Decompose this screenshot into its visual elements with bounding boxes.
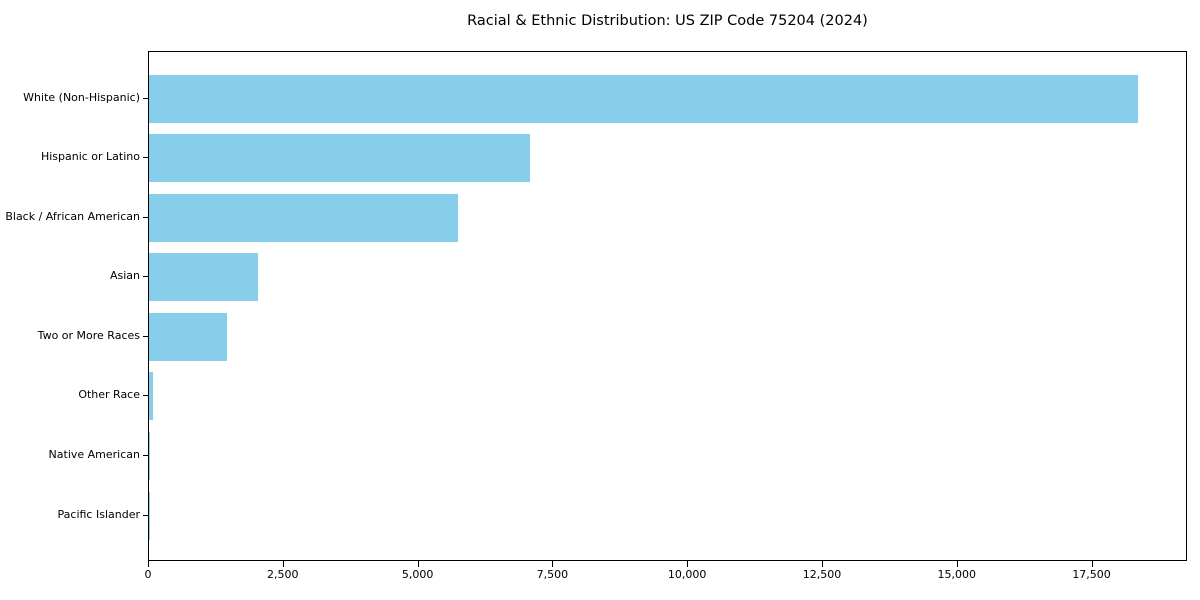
x-tick-mark-7 <box>1091 561 1093 567</box>
y-tick-label-1: Hispanic or Latino <box>40 150 140 164</box>
y-tick-label-3: Asian <box>109 269 140 283</box>
y-tick-mark-3 <box>143 276 148 278</box>
x-tick-label-7: 17,500 <box>1072 568 1111 581</box>
x-tick-mark-4 <box>687 561 689 567</box>
x-tick-mark-0 <box>148 561 149 567</box>
y-tick-mark-4 <box>143 335 148 337</box>
y-tick-label-2: Black / African American <box>5 209 140 223</box>
x-tick-label-6: 15,000 <box>937 568 977 581</box>
plot-area <box>148 51 1187 561</box>
chart-title: Racial & Ethnic Distribution: US ZIP Cod… <box>467 13 868 29</box>
bar-0 <box>149 74 1139 123</box>
x-tick-mark-5 <box>821 561 823 567</box>
x-tick-mark-2 <box>417 561 419 567</box>
y-tick-label-0: White (Non-Hispanic) <box>23 90 140 104</box>
x-tick-mark-3 <box>552 561 554 567</box>
bar-1 <box>149 134 531 183</box>
y-tick-label-5: Other Race <box>78 388 140 402</box>
y-tick-mark-5 <box>143 395 148 397</box>
x-tick-label-0: 0 <box>144 568 152 581</box>
y-tick-label-6: Native American <box>48 447 140 461</box>
bar-3 <box>149 253 258 302</box>
x-tick-label-2: 5,000 <box>401 568 434 581</box>
x-tick-label-4: 10,000 <box>667 568 707 581</box>
x-tick-label-5: 12,500 <box>802 568 842 581</box>
bar-5 <box>149 372 154 421</box>
y-tick-label-4: Two or More Races <box>37 328 140 342</box>
y-tick-mark-0 <box>143 97 148 99</box>
x-tick-label-1: 2,500 <box>267 568 299 581</box>
bar-4 <box>149 312 228 361</box>
x-tick-mark-1 <box>282 561 284 567</box>
y-tick-mark-1 <box>143 157 148 159</box>
y-tick-label-7: Pacific Islander <box>57 507 140 521</box>
y-tick-mark-7 <box>143 514 148 516</box>
y-tick-mark-6 <box>143 454 148 456</box>
x-tick-label-3: 7,500 <box>536 568 569 581</box>
bar-2 <box>149 193 458 242</box>
bar-6 <box>149 431 151 480</box>
y-tick-mark-2 <box>143 216 148 218</box>
x-tick-mark-6 <box>956 561 958 567</box>
